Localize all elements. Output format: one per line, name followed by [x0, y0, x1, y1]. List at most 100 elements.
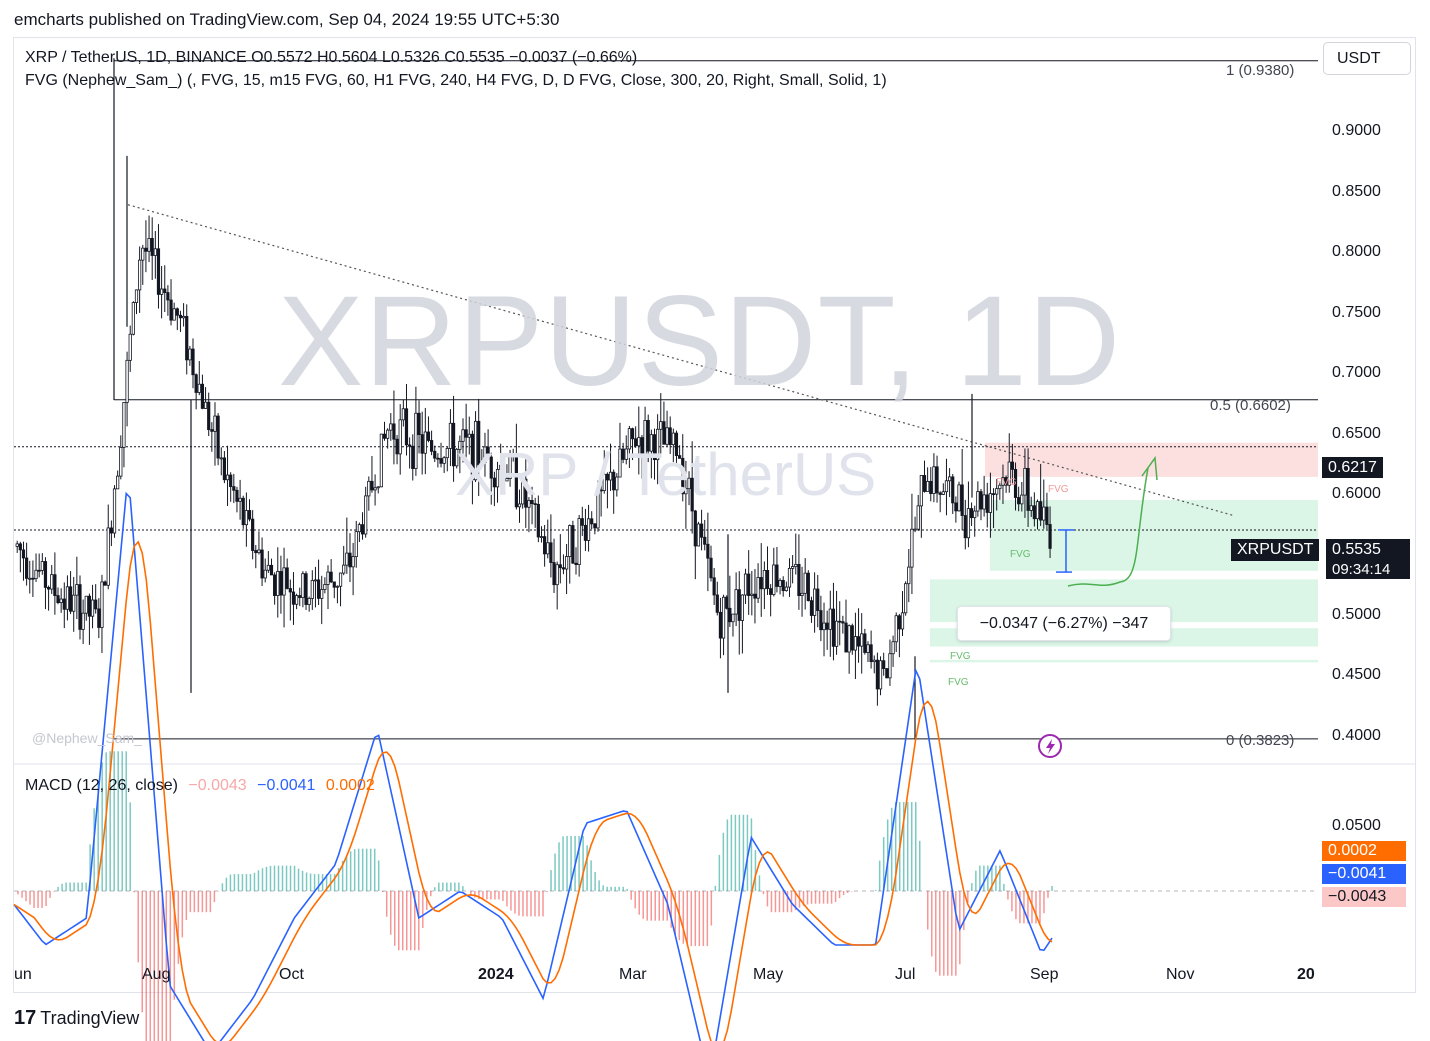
time-tick: Sep: [1030, 966, 1059, 983]
candle-body: [307, 598, 311, 605]
candle-body: [464, 429, 468, 438]
tradingview-mark-icon: 17: [14, 1007, 37, 1029]
measure-tooltip: −0.0347 (−6.27%) −347: [957, 606, 1171, 641]
candle-body: [564, 556, 569, 570]
candle-body: [25, 557, 29, 579]
candle-body: [197, 383, 201, 393]
brand-name: TradingView: [40, 1008, 140, 1028]
candle-body: [141, 247, 145, 261]
candle-body: [543, 536, 547, 555]
candle-body: [97, 608, 101, 628]
indicator-legend[interactable]: FVG (Nephew_Sam_) (, FVG, 15, m15 FVG, 6…: [25, 72, 887, 89]
candle-body: [916, 505, 920, 530]
candle-body: [414, 412, 418, 469]
macd-line-tag: −0.0041: [1322, 864, 1406, 884]
candle-body: [499, 464, 503, 470]
candle-body: [834, 620, 839, 647]
candle-body: [828, 608, 832, 630]
price-tick: 0.4500: [1332, 666, 1381, 683]
candle-body: [973, 510, 977, 519]
candle-body: [87, 595, 92, 617]
macd-hist-value: −0.0043: [188, 777, 247, 794]
candle-body: [188, 348, 192, 361]
candle-body: [288, 588, 292, 593]
candle-body: [897, 615, 901, 630]
candle-body: [847, 625, 851, 653]
candle-body: [116, 475, 120, 490]
candle-body: [207, 401, 211, 431]
candle-body: [229, 474, 233, 488]
candle-body: [922, 475, 927, 492]
candle-body: [191, 348, 195, 376]
candle-body: [618, 448, 622, 478]
candle-body: [596, 489, 600, 529]
candle-body: [473, 420, 478, 481]
candle-body: [659, 421, 663, 430]
candle-body: [219, 457, 223, 460]
candle-body: [1013, 468, 1018, 498]
candle-body: [948, 476, 952, 482]
candle-body: [706, 543, 710, 559]
candle-body: [765, 569, 770, 589]
macd-title: MACD (12, 26, close): [25, 777, 178, 794]
candle-body: [467, 433, 471, 438]
projection-arrowhead: [1141, 455, 1158, 481]
candle-body: [433, 450, 437, 459]
candle-body: [514, 455, 518, 508]
candle-body: [527, 500, 531, 508]
candle-body: [15, 543, 19, 547]
candle-body: [511, 455, 515, 458]
candle-body: [869, 644, 873, 663]
candle-body: [583, 524, 588, 541]
last-price-tag: 0.5535: [1326, 539, 1410, 560]
tradingview-logo[interactable]: 17 TradingView: [14, 1007, 139, 1030]
candle-body: [273, 574, 277, 596]
candle-body: [963, 515, 967, 539]
candle-body: [803, 572, 807, 594]
fvg-label: FVG: [1048, 484, 1069, 495]
candle-body: [420, 434, 424, 454]
currency-button[interactable]: USDT: [1323, 42, 1411, 75]
candle-body: [439, 458, 443, 464]
candle-body: [200, 383, 205, 409]
candle-body: [232, 486, 236, 491]
candle-body: [316, 579, 321, 599]
candle-body: [951, 476, 955, 504]
candle-body: [1023, 467, 1027, 496]
candle-body: [646, 420, 650, 452]
candle-body: [715, 594, 719, 613]
candle-body: [62, 598, 66, 610]
candle-body: [599, 489, 603, 492]
candle-body: [885, 668, 889, 679]
candle-body: [791, 566, 795, 569]
candle-body: [831, 608, 836, 647]
macd-hist-tag: −0.0043: [1322, 887, 1406, 907]
candle-body: [888, 653, 892, 679]
publish-header: emcharts published on TradingView.com, S…: [14, 10, 560, 29]
candle-body: [21, 549, 26, 559]
candle-body: [546, 542, 550, 555]
candle-body: [103, 581, 107, 586]
candle-body: [156, 248, 161, 295]
candle-body: [957, 484, 961, 512]
candle-body: [734, 589, 738, 615]
candle-body: [153, 248, 157, 256]
candle-body: [68, 586, 73, 612]
candle-body: [552, 562, 556, 586]
candle-body: [131, 302, 135, 335]
candle-body: [392, 423, 396, 440]
candle-body: [94, 599, 98, 610]
candle-body: [342, 564, 346, 574]
symbol-legend[interactable]: XRP / TetherUS, 1D, BINANCE O0.5572 H0.5…: [25, 49, 638, 66]
candle-body: [913, 528, 917, 531]
candle-body: [185, 315, 189, 361]
candle-body: [580, 518, 584, 526]
candle-body: [856, 636, 861, 647]
macd-legend[interactable]: MACD (12, 26, close) −0.0043 −0.0041 0.0…: [25, 777, 375, 795]
candle-body: [747, 573, 751, 596]
time-tick: Jul: [895, 966, 916, 983]
candle-body: [555, 564, 559, 586]
fvg-zone: [930, 659, 1318, 663]
candle-body: [602, 473, 606, 491]
